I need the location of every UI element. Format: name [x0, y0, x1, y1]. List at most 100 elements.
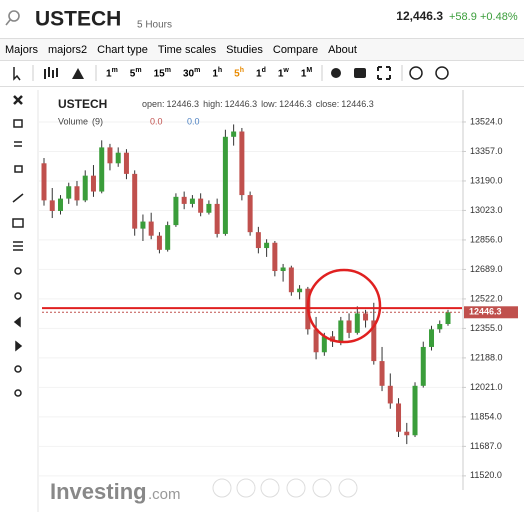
nav-button[interactable] — [212, 478, 232, 498]
toolbar-icons-right — [321, 65, 450, 81]
nav-button[interactable] — [286, 478, 306, 498]
candle-body — [354, 313, 360, 333]
timescale-unit: h — [239, 66, 244, 74]
timescale-unit: h — [217, 66, 223, 74]
candle-body — [140, 221, 146, 229]
volume-period: (9) — [92, 116, 103, 126]
timescale-number: 30 — [182, 68, 195, 80]
menu-item[interactable]: Compare — [272, 43, 319, 56]
menu-item[interactable]: Majors — [5, 43, 39, 56]
change: +58.9 — [449, 11, 477, 23]
candle-body — [107, 147, 113, 164]
timescale[interactable]: 5m — [130, 67, 142, 79]
menu-item[interactable]: Chart type — [97, 43, 148, 56]
timescale[interactable]: 1d — [256, 67, 266, 79]
timescale[interactable]: 1w — [278, 67, 289, 79]
line-tool[interactable] — [12, 193, 24, 203]
tool[interactable] — [14, 165, 23, 173]
fib-tool[interactable] — [13, 241, 23, 251]
header-svg: USTECH 5 Hours 12,446.3 +58.9 +0.48% — [5, 8, 518, 31]
candle-body — [99, 147, 105, 192]
y-tick-label: 12689.0 — [470, 264, 503, 274]
candle-body — [321, 336, 327, 353]
tool[interactable] — [13, 119, 23, 128]
timescale-unit: m — [135, 66, 142, 74]
nav-button[interactable] — [312, 478, 332, 498]
menu-item[interactable]: Studies — [226, 43, 263, 56]
nav-button[interactable] — [338, 478, 358, 498]
candle-body — [173, 196, 179, 226]
y-tick-label: 13524.0 — [470, 116, 503, 126]
timescale[interactable]: 30m — [183, 67, 200, 79]
candle-body — [165, 225, 171, 250]
candle-icon[interactable] — [44, 67, 58, 79]
upload-icon[interactable] — [435, 66, 450, 80]
y-tick-label: 12856.0 — [470, 234, 503, 244]
tool[interactable] — [15, 340, 23, 352]
timescale-number: 1 — [106, 68, 112, 80]
nav-button[interactable] — [236, 478, 256, 498]
candle-body — [437, 323, 443, 330]
tool[interactable] — [14, 389, 22, 397]
candle-body — [396, 403, 402, 432]
y-tick-label: 12522.0 — [470, 293, 503, 303]
legend-label: low: — [261, 99, 277, 109]
cursor-icon[interactable] — [13, 67, 21, 81]
camera-icon[interactable] — [354, 68, 367, 78]
volume-value: 0.0 — [187, 116, 200, 126]
download-icon[interactable] — [409, 66, 424, 80]
y-tick-label: 11520.0 — [470, 470, 502, 480]
timescale[interactable]: 1h — [212, 67, 222, 79]
menu-item[interactable]: majors2 — [48, 43, 88, 56]
toolbar-icons — [13, 65, 97, 81]
y-tick-label: 12188.0 — [470, 352, 503, 362]
candle-body — [123, 152, 129, 174]
tool[interactable] — [14, 141, 22, 147]
candle-body — [420, 346, 426, 386]
candle-body — [412, 385, 418, 436]
rect-tool[interactable] — [12, 218, 24, 228]
candle-body — [429, 329, 435, 347]
search-icon-handle — [5, 19, 11, 26]
timescale-number: 15 — [153, 68, 165, 80]
menu-item[interactable]: Time scales — [157, 43, 217, 56]
candle-body — [231, 131, 237, 137]
legend: USTECH open: 12446.3 high: 12446.3 low: 12446… — [58, 97, 374, 126]
y-tick-label: 12021.0 — [470, 382, 503, 392]
candle-body — [82, 175, 88, 201]
tool[interactable] — [14, 267, 22, 275]
y-tick-label: 11854.0 — [470, 411, 502, 421]
search-icon[interactable] — [8, 10, 20, 22]
candle-body — [247, 195, 253, 233]
candle-body — [363, 313, 369, 321]
settings-icon[interactable] — [331, 68, 342, 78]
close-tool[interactable] — [13, 95, 23, 105]
timescale-unit: m — [164, 66, 171, 74]
candle-body — [272, 242, 278, 272]
fullscreen-icon[interactable] — [377, 66, 392, 80]
ohlc-legend: open: 12446.3 high: 12446.3 low: 12446.3 close… — [142, 99, 374, 109]
timescale[interactable]: 1M — [301, 67, 312, 79]
timescale[interactable]: 15m — [154, 67, 171, 79]
timescale-number: 1 — [212, 68, 218, 80]
candle-body — [264, 242, 270, 249]
nav-button[interactable] — [260, 478, 280, 498]
timescale[interactable]: 5h — [234, 67, 244, 79]
candle-body — [297, 288, 303, 293]
legend-value: 12446.3 — [167, 99, 200, 109]
volume-value: 0.0 — [150, 116, 163, 126]
price: 12,446.3 — [396, 9, 443, 23]
tool[interactable] — [14, 365, 22, 373]
candle-body — [41, 163, 47, 201]
menu-item[interactable]: About — [328, 43, 357, 56]
timescale-number: 5 — [129, 68, 136, 80]
candle-body — [156, 235, 162, 250]
change-pct: +0.48% — [480, 11, 518, 23]
timescale-unit: M — [306, 66, 313, 74]
tool[interactable] — [13, 316, 21, 328]
timescale[interactable]: 1m — [106, 67, 118, 79]
area-icon[interactable] — [72, 68, 84, 79]
legend-value: 12446.3 — [225, 99, 258, 109]
tool[interactable] — [14, 292, 22, 300]
watermark: Investing — [50, 479, 147, 504]
